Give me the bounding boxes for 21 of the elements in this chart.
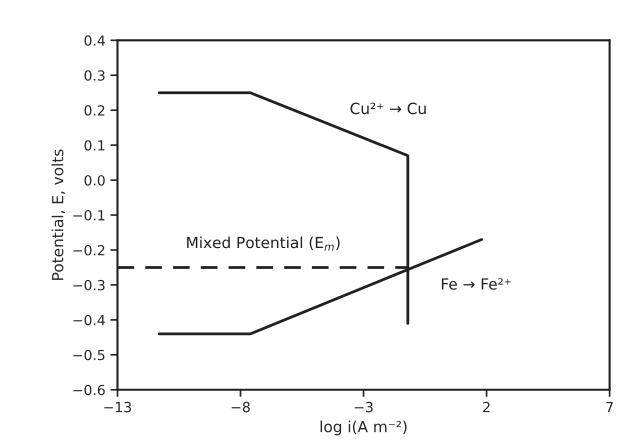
y-tick-label: 0.0 bbox=[84, 175, 105, 186]
x-tick-label: 7 bbox=[606, 402, 613, 412]
y-tick-label: 0.4 bbox=[84, 35, 105, 46]
y-axis-title: Potential, E, volts bbox=[52, 149, 65, 280]
y-tick-label: −0.3 bbox=[73, 280, 105, 290]
x-tick-label: −8 bbox=[232, 402, 250, 412]
y-tick-label: −0.5 bbox=[73, 350, 104, 360]
x-tick-label: −13 bbox=[104, 402, 132, 412]
x-tick-label: 2 bbox=[483, 402, 490, 412]
y-tick-label: −0.1 bbox=[73, 210, 104, 221]
y-tick-label: −0.2 bbox=[73, 244, 104, 256]
y-tick-label: 0.1 bbox=[84, 140, 104, 151]
series-label: Fe → Fe²⁺ bbox=[442, 278, 511, 290]
y-tick-label: −0.6 bbox=[73, 384, 105, 396]
x-tick-label: −3 bbox=[354, 402, 373, 412]
y-tick-label: −0.4 bbox=[73, 314, 105, 326]
series-label: Mixed Potential (E$_{m}$) bbox=[187, 236, 340, 251]
series-label: Cu²⁺ → Cu bbox=[350, 102, 426, 114]
y-tick-label: 0.3 bbox=[84, 70, 105, 81]
y-tick-label: 0.2 bbox=[84, 105, 104, 116]
x-axis-title: log i(A m⁻²) bbox=[320, 420, 407, 436]
